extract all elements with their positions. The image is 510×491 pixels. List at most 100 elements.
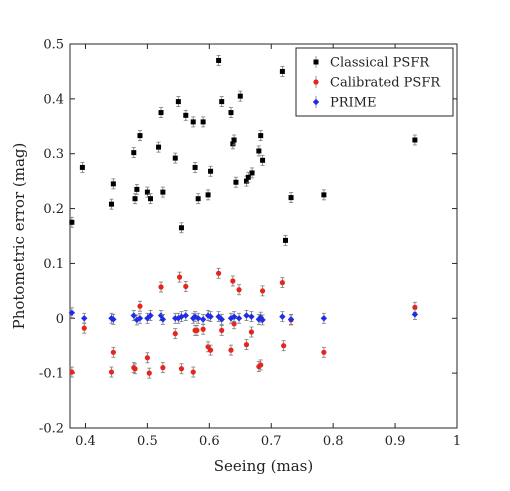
x-tick-label: 0.4: [75, 434, 96, 449]
data-point: [183, 112, 189, 118]
x-tick-label: 1: [453, 434, 461, 449]
data-point: [175, 99, 181, 105]
data-point: [178, 313, 185, 320]
data-point: [160, 365, 166, 371]
data-point: [411, 311, 419, 318]
data-point: [132, 196, 138, 202]
x-tick-label: 0.7: [261, 434, 282, 449]
data-point: [172, 331, 178, 337]
data-point: [176, 274, 183, 280]
data-point: [144, 189, 150, 195]
x-axis-label: Seeing (mas): [214, 457, 313, 475]
legend-marker: [313, 79, 319, 85]
data-point: [230, 313, 238, 320]
y-tick-label: 0.1: [43, 257, 64, 272]
data-point: [144, 355, 150, 361]
data-point: [233, 179, 239, 185]
data-point: [190, 369, 196, 375]
data-point: [281, 343, 287, 349]
y-tick-label: 0.5: [43, 38, 64, 53]
data-point: [69, 219, 75, 225]
data-point: [258, 362, 264, 368]
y-tick-label: 0.2: [43, 202, 64, 217]
data-point: [195, 196, 201, 202]
data-point: [200, 119, 206, 125]
data-point: [183, 283, 189, 290]
data-point: [207, 347, 214, 353]
data-point: [230, 141, 236, 147]
data-point: [146, 370, 152, 376]
data-point: [130, 312, 137, 319]
data-point: [158, 110, 164, 116]
data-point: [256, 148, 262, 154]
data-point: [282, 237, 288, 243]
x-tick-label: 0.9: [385, 434, 406, 449]
data-point: [110, 349, 116, 355]
data-point: [248, 313, 255, 320]
data-point: [81, 325, 87, 331]
data-point: [208, 168, 214, 174]
data-point: [259, 288, 266, 294]
x-tick-label: 0.5: [137, 434, 158, 449]
axis-ticks: 0.4 0.5 0.6 0.7 0.8 0.9 1 -0.2 -0.1 0 0.1 0.2 0.3 0.4…: [39, 38, 461, 450]
data-point: [131, 150, 137, 156]
y-tick-label: 0: [56, 312, 64, 327]
y-tick-label: -0.2: [39, 422, 64, 437]
data-point: [159, 316, 167, 323]
data-point: [218, 316, 225, 323]
data-point: [178, 225, 184, 231]
data-point: [279, 68, 285, 74]
data-point: [194, 315, 202, 322]
data-point: [237, 93, 243, 99]
data-point: [321, 192, 327, 198]
data-point: [132, 366, 138, 372]
data-point: [147, 312, 154, 319]
data-point: [137, 303, 143, 309]
x-tick-label: 0.8: [323, 434, 344, 449]
data-point: [200, 326, 206, 332]
data-point: [69, 369, 75, 375]
data-point: [68, 309, 76, 316]
data-point: [192, 164, 198, 170]
legend-marker: [312, 98, 320, 106]
data-point: [156, 144, 162, 150]
data-point: [182, 312, 189, 319]
data-point: [235, 315, 243, 322]
data-point: [216, 270, 222, 276]
series-diamond: [68, 307, 419, 326]
legend-box: [295, 47, 454, 117]
data-point: [134, 186, 140, 192]
data-point: [205, 192, 211, 198]
data-point: [136, 315, 144, 322]
data-point: [321, 349, 327, 355]
data-point: [279, 280, 285, 286]
data-point: [137, 133, 143, 139]
data-point: [243, 312, 250, 319]
data-point: [79, 164, 85, 170]
x-tick-label: 0.6: [199, 434, 220, 449]
data-point: [279, 313, 286, 320]
data-point: [287, 316, 295, 323]
data-point: [259, 316, 266, 324]
series-square: [69, 55, 418, 246]
legend: Classical PSFR Calibrated PSFR PRIME: [295, 47, 454, 117]
data-point: [320, 315, 328, 322]
data-point: [412, 137, 418, 143]
y-tick-label: -0.1: [39, 367, 64, 382]
data-point: [81, 315, 88, 322]
data-point: [230, 278, 236, 284]
data-point: [258, 133, 264, 139]
data-point: [194, 327, 200, 333]
data-point: [133, 316, 141, 324]
legend-label: Calibrated PSFR: [330, 76, 441, 91]
data-point: [108, 201, 114, 207]
data-point: [412, 304, 418, 310]
data-point: [288, 195, 294, 201]
data-point: [243, 342, 250, 348]
data-point: [219, 99, 225, 105]
data-point: [249, 170, 255, 176]
data-point: [199, 316, 207, 323]
data-point: [204, 312, 212, 319]
